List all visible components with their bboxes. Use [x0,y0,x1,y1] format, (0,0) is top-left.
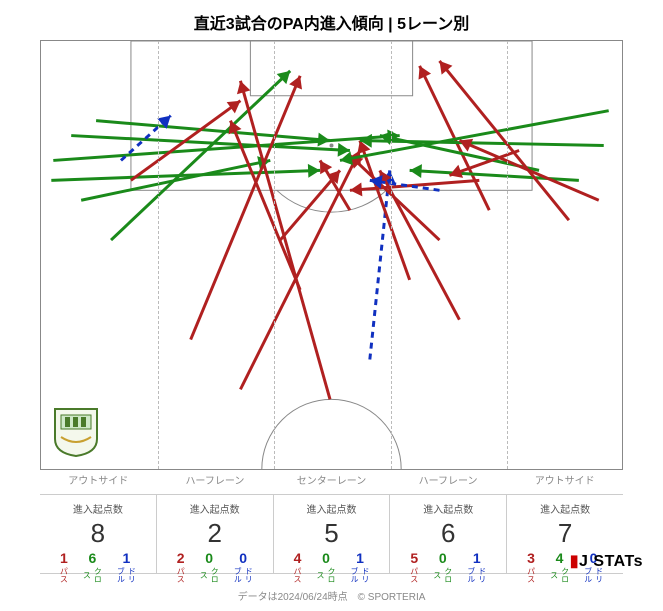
stat-sub-num: 1 [60,551,68,565]
chart-title: 直近3試合のPA内進入傾向 | 5レーン別 [0,0,663,40]
stat-sub-item: 0クロス [315,551,337,584]
stat-sub-num: 6 [88,551,96,565]
stat-sub-num: 5 [410,551,418,565]
stat-sub-item: 6クロス [81,551,103,584]
lane-divider [274,41,275,469]
lane-label: アウトサイド [40,472,157,487]
stat-sub-item: 1パス [58,551,69,584]
lane-label: センターレーン [273,472,390,487]
stat-sub-item: 0クロス [198,551,220,584]
stat-breakdown: 4パス 0クロス 1ドリブル [274,551,390,584]
arrow-cross [410,164,579,180]
stat-column: 進入起点数54パス0クロス1ドリブル [273,495,390,573]
stat-sub-item: 0クロス [432,551,454,584]
pitch-svg [41,41,622,469]
stat-sub-item: 1ドリブル [466,551,488,584]
stat-count: 7 [507,518,623,549]
stat-sub-num: 3 [527,551,535,565]
stat-sub-item: 5パス [409,551,420,584]
stat-sub-num: 4 [294,551,302,565]
stat-count: 8 [40,518,156,549]
chart-container: 直近3試合のPA内進入傾向 | 5レーン別 アウトサイドハーフレーンセンターレー… [0,0,663,611]
stat-title: 進入起点数 [507,501,623,516]
stat-sub-item: 0ドリブル [232,551,254,584]
stat-sub-label: ドリブル [232,566,254,584]
stat-sub-item: 1ドリブル [349,551,371,584]
stat-count: 5 [274,518,390,549]
lane-divider [507,41,508,469]
stat-breakdown: 5パス 0クロス 1ドリブル [390,551,506,584]
stat-count: 2 [157,518,273,549]
logo-bar: ▮ [570,553,579,570]
stat-sub-label: ドリブル [466,566,488,584]
stat-sub-label: クロス [549,566,571,584]
stat-sub-num: 0 [205,551,213,565]
stat-sub-num: 0 [239,551,247,565]
stat-sub-label: クロス [198,566,220,584]
stat-sub-item: 2パス [175,551,186,584]
stat-breakdown: 1パス6クロス1ドリブル [40,551,156,584]
stat-sub-label: パス [292,566,303,584]
stat-sub-num: 2 [177,551,185,565]
stat-sub-item: 4パス [292,551,303,584]
stat-title: 進入起点数 [157,501,273,516]
lane-divider [391,41,392,469]
stat-sub-num: 1 [356,551,364,565]
footer-text: データは2024/06/24時点 © SPORTERIA [0,588,663,603]
arrow-pass [350,180,479,196]
stat-sub-num: 1 [122,551,130,565]
pitch-area [40,40,623,470]
stat-column: 進入起点数65パス0クロス1ドリブル [389,495,506,573]
stat-column: 進入起点数22パス0クロス0ドリブル [156,495,273,573]
stat-sub-label: パス [175,566,186,584]
stat-breakdown: 2パス0クロス0ドリブル [157,551,273,584]
stat-sub-num: 4 [556,551,564,565]
stat-sub-label: クロス [81,566,103,584]
stat-column: 進入起点数81パス6クロス1ドリブル [40,495,156,573]
lane-labels-row: アウトサイドハーフレーンセンターレーンハーフレーンアウトサイド [40,472,623,490]
lane-label: ハーフレーン [390,472,507,487]
jstats-logo: ▮J STATs [570,551,643,571]
stat-sub-num: 0 [439,551,447,565]
team-badge [53,407,99,457]
stat-sub-item: 3パス [526,551,537,584]
stat-count: 6 [390,518,506,549]
stat-sub-item: 1ドリブル [115,551,137,584]
stats-row: 進入起点数81パス6クロス1ドリブル進入起点数22パス0クロス0ドリブル進入起点… [40,494,623,574]
stat-title: 進入起点数 [40,501,156,516]
stat-sub-num: 0 [322,551,330,565]
stat-title: 進入起点数 [274,501,390,516]
stat-sub-item: 4クロス [549,551,571,584]
stat-sub-label: パス [58,566,69,584]
stat-sub-label: ドリブル [349,566,371,584]
stat-sub-label: パス [409,566,420,584]
stat-sub-label: ドリブル [115,566,137,584]
lane-divider [158,41,159,469]
stat-sub-num: 1 [473,551,481,565]
logo-stats: STATs [593,553,643,570]
lane-label: アウトサイド [506,472,623,487]
stat-sub-label: クロス [315,566,337,584]
lane-label: ハーフレーン [157,472,274,487]
stat-sub-label: クロス [432,566,454,584]
logo-j: J [579,553,588,570]
stat-title: 進入起点数 [390,501,506,516]
arrow-pass [439,61,568,220]
stat-sub-label: パス [526,566,537,584]
